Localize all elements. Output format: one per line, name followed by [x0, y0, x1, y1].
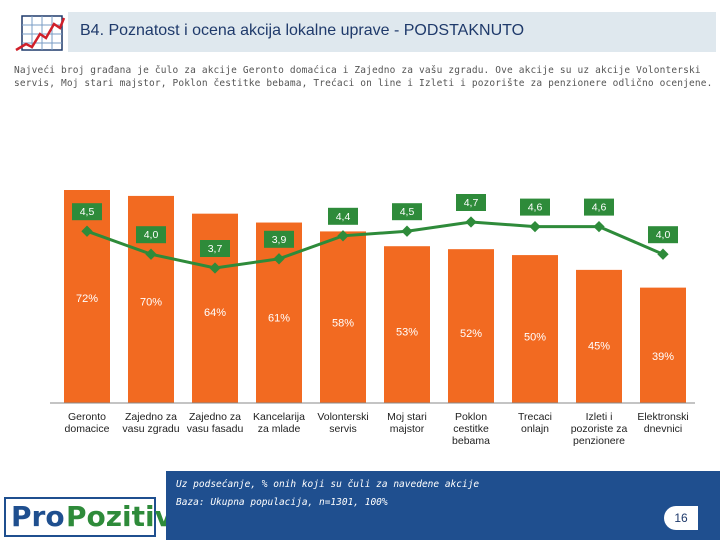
rating-labels-layer: 4,5 4,0 3,7 3,9 4,4 4,5 4,7 4,6 4,6 4,0: [72, 194, 678, 257]
category-label-9-line-2: pozoriste za: [571, 423, 628, 435]
bar-value-label-2: 70%: [140, 297, 162, 309]
rating-line: [86, 220, 664, 270]
category-label-4-line-2: za mlade: [258, 423, 301, 435]
category-label-3-line-2: vasu fasadu: [187, 423, 244, 435]
rating-label-box-3: [200, 240, 230, 257]
rating-marker-6: [401, 225, 413, 237]
chart-logo-icon: [15, 15, 66, 52]
rating-marker-7: [465, 216, 477, 228]
rating-value-label-1: 4,5: [80, 206, 95, 218]
propozitiv-logo: Pro Pozitiv: [4, 497, 173, 537]
category-label-7-line-3: bebama: [452, 435, 490, 447]
rating-value-label-10: 4,0: [656, 229, 671, 241]
category-label-3-line-1: Zajedno za: [189, 411, 241, 423]
category-label-2-line-1: Zajedno za: [125, 411, 177, 423]
bar-10: [640, 287, 686, 403]
footer-note-line2: Baza: Ukupna populacija, n=1301, 100%: [176, 497, 388, 508]
category-label-10-line-2: dnevnici: [644, 423, 683, 435]
footer-bar: Uz podsećanje, % onih koji su čuli za na…: [166, 471, 720, 540]
bar-value-label-5: 58%: [332, 318, 354, 330]
rating-marker-10: [657, 248, 669, 260]
rating-label-box-8: [520, 198, 550, 216]
rating-value-label-5: 4,4: [336, 211, 351, 223]
rating-label-box-1: [72, 203, 102, 221]
rating-line-layer: [81, 216, 669, 274]
category-label-4-line-1: Kancelarija: [253, 411, 305, 423]
bar-value-label-10: 39%: [652, 351, 674, 363]
rating-label-box-4: [264, 230, 294, 248]
rating-label-box-9: [584, 198, 614, 216]
bar-9: [576, 269, 622, 403]
logo-part1: Pro: [11, 500, 65, 533]
bar-value-label-9: 45%: [588, 340, 610, 352]
rating-marker-2: [145, 248, 157, 260]
rating-value-label-9: 4,6: [592, 202, 607, 214]
bar-labels-layer: 72% 70% 64% 61% 58% 53% 52% 50% 45% 39%: [76, 293, 674, 363]
category-label-9-line-3: penzionere: [573, 435, 625, 447]
category-label-1-line-2: domacice: [65, 423, 110, 435]
awareness-rating-chart: 72% 70% 64% 61% 58% 53% 52% 50% 45% 39% 4,5 4,0 3,7…: [50, 190, 695, 447]
rating-marker-9: [593, 220, 605, 233]
rating-label-box-2: [136, 226, 166, 244]
rating-label-box-7: [456, 194, 486, 211]
page-number: 16: [664, 506, 698, 530]
rating-marker-5: [337, 230, 349, 242]
bar-value-label-1: 72%: [76, 293, 98, 305]
chart-summary-text: Najveći broj građana je čulo za akcije G…: [14, 65, 713, 89]
bar-value-label-8: 50%: [524, 332, 546, 344]
category-label-7-line-1: Poklon: [455, 411, 487, 423]
logo-part2: Pozitiv: [66, 500, 173, 533]
footer-note-line1: Uz podsećanje, % onih koji su čuli za na…: [176, 479, 480, 490]
category-label-10-line-1: Elektronski: [637, 411, 688, 423]
category-label-5-line-1: Volonterski: [317, 411, 368, 423]
bar-value-label-3: 64%: [204, 307, 226, 319]
rating-value-label-3: 3,7: [208, 243, 223, 255]
rating-marker-3: [209, 262, 221, 274]
category-label-5-line-2: servis: [329, 423, 356, 435]
bar-6: [384, 246, 430, 403]
category-label-8-line-2: onlajn: [521, 423, 549, 435]
category-label-2-line-2: vasu zgradu: [122, 423, 179, 435]
category-label-1-line-1: Geronto: [68, 411, 106, 423]
category-label-6-line-1: Moj stari: [387, 411, 427, 423]
rating-value-label-4: 3,9: [272, 234, 287, 246]
rating-label-box-5: [328, 207, 358, 225]
rating-value-label-7: 4,7: [464, 197, 479, 209]
page-title: B4. Poznatost i ocena akcija lokalne upr…: [80, 22, 525, 39]
category-label-7-line-2: cestitke: [453, 423, 489, 435]
rating-label-box-6: [392, 203, 422, 221]
bar-value-label-6: 53%: [396, 326, 418, 338]
rating-marker-8: [529, 220, 541, 233]
category-label-6-line-2: majstor: [390, 423, 425, 435]
title-bar: B4. Poznatost i ocena akcija lokalne upr…: [68, 12, 716, 52]
rating-value-label-8: 4,6: [528, 202, 543, 214]
bars-layer: [50, 190, 695, 404]
category-label-9-line-1: Izleti i: [586, 411, 613, 423]
bar-7: [448, 249, 494, 403]
bar-1: [64, 190, 110, 403]
rating-value-label-2: 4,0: [144, 229, 159, 241]
category-label-8-line-1: Trecaci: [518, 411, 552, 423]
rating-value-label-6: 4,5: [400, 206, 415, 218]
bar-value-label-7: 52%: [460, 328, 482, 340]
bar-value-label-4: 61%: [268, 312, 290, 324]
rating-label-box-10: [648, 226, 678, 244]
bar-8: [512, 255, 558, 403]
bar-5: [320, 231, 366, 403]
